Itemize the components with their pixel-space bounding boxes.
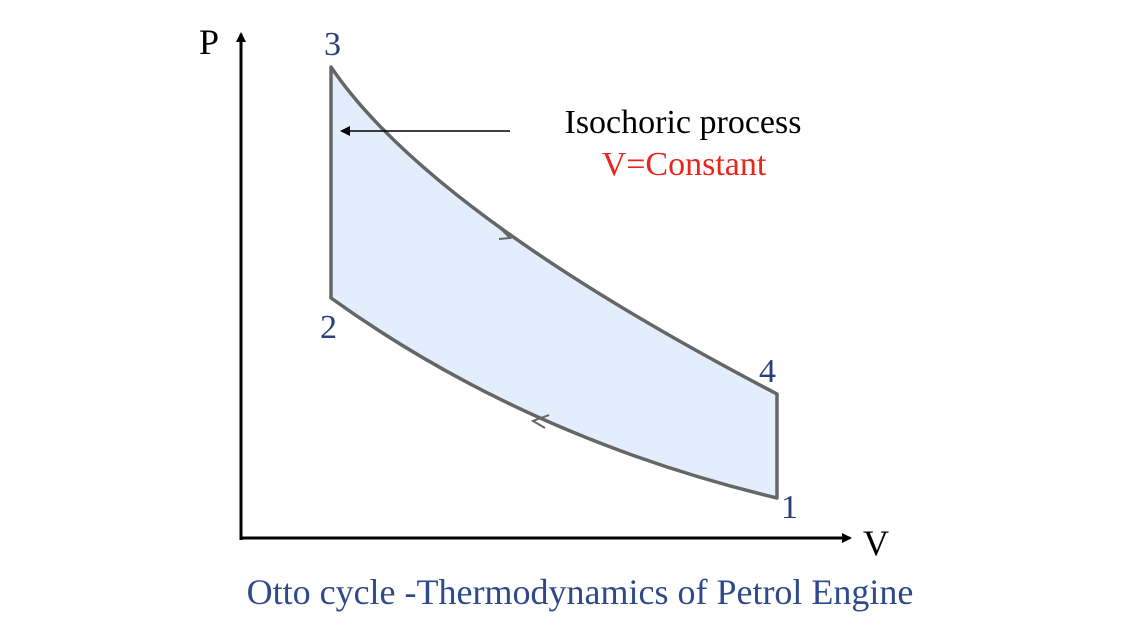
y-axis-label: P bbox=[199, 22, 219, 62]
annotation-title: Isochoric process bbox=[565, 104, 802, 141]
direction-arrow bbox=[530, 414, 550, 429]
annotation-subtitle: V=Constant bbox=[602, 146, 767, 183]
x-axis-label: V bbox=[863, 523, 889, 563]
point-label: 1 bbox=[781, 489, 798, 526]
point-label: 2 bbox=[320, 309, 337, 346]
point-label: 4 bbox=[759, 353, 776, 390]
caption: Otto cycle -Thermodynamics of Petrol Eng… bbox=[247, 572, 914, 612]
point-label: 3 bbox=[324, 26, 341, 63]
cycle-area bbox=[329, 65, 779, 500]
direction-arrow bbox=[493, 221, 513, 240]
